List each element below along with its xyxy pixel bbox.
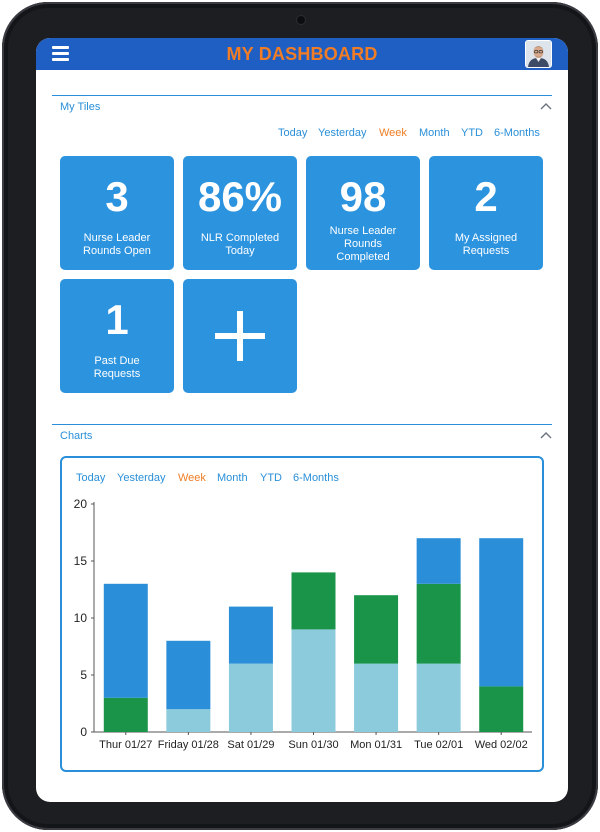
bar-segment-2 xyxy=(479,538,524,687)
chart-filter-week[interactable]: Week xyxy=(178,472,206,484)
bar-segment-0 xyxy=(228,663,273,732)
tile-assigned-requests[interactable]: 2 My Assigned Requests xyxy=(429,156,543,270)
plus-icon xyxy=(215,311,265,361)
tiles-date-filter: Today Yesterday Week Month YTD 6-Months xyxy=(36,127,568,143)
tiles-filter-today[interactable]: Today xyxy=(278,127,308,139)
camera-dot xyxy=(297,16,305,24)
charts-section-divider xyxy=(52,424,552,425)
user-avatar[interactable] xyxy=(526,41,551,67)
bar-segment-0 xyxy=(166,709,211,732)
bar-segment-0 xyxy=(291,629,336,732)
tile-label: Nurse Leader Rounds Completed xyxy=(329,225,397,263)
tile-value: 3 xyxy=(105,173,129,220)
tiles-filter-week[interactable]: Week xyxy=(379,127,407,139)
x-tick-label: Sat 01/29 xyxy=(227,739,274,751)
bar-segment-1 xyxy=(416,583,461,664)
x-tick-label: Sun 01/30 xyxy=(288,739,338,751)
tile-value: 1 xyxy=(105,296,129,343)
add-tile-button[interactable] xyxy=(183,279,297,393)
chart-filter-month[interactable]: Month xyxy=(217,472,248,484)
tiles-filter-yesterday[interactable]: Yesterday xyxy=(318,127,367,139)
bar-segment-2 xyxy=(416,538,461,584)
tile-value: 86% xyxy=(197,173,283,220)
tile-label: Past Due Requests xyxy=(93,355,141,380)
bar-segment-1 xyxy=(354,595,399,664)
tiles-filter-6-months[interactable]: 6-Months xyxy=(494,127,540,139)
bar-segment-1 xyxy=(479,686,524,732)
chevron-up-icon[interactable] xyxy=(540,102,552,110)
chart-filter-6-months[interactable]: 6-Months xyxy=(293,472,339,484)
page-title: MY DASHBOARD xyxy=(226,44,378,64)
x-tick-label: Wed 02/02 xyxy=(475,739,528,751)
tile-value: 2 xyxy=(474,173,498,220)
tile-label: Nurse Leader Rounds Open xyxy=(83,232,151,257)
chart-filter-today[interactable]: Today xyxy=(76,472,106,484)
y-tick-label: 10 xyxy=(74,611,88,625)
x-tick-label: Tue 02/01 xyxy=(414,739,463,751)
bar-segment-2 xyxy=(228,606,273,664)
x-tick-label: Mon 01/31 xyxy=(350,739,402,751)
app-header: MY DASHBOARD xyxy=(36,38,568,70)
chart-panel: Today Yesterday Week Month YTD 6-Months … xyxy=(60,456,544,772)
stacked-bar-chart: 0 5 10 15 20 Thur 01/27 Friday 01/28 Sat 01/29 S… xyxy=(74,497,532,751)
chart-filter-yesterday[interactable]: Yesterday xyxy=(117,472,166,484)
bar-segment-1 xyxy=(291,572,336,630)
tiles-section-title: My Tiles xyxy=(60,101,101,113)
tiles-filter-ytd[interactable]: YTD xyxy=(461,127,483,139)
tile-label: My Assigned Requests xyxy=(454,232,518,257)
tile-past-due-requests[interactable]: 1 Past Due Requests xyxy=(60,279,174,393)
y-tick-label: 0 xyxy=(80,725,87,739)
tile-rounds-completed[interactable]: 98 Nurse Leader Rounds Completed xyxy=(306,156,420,270)
tile-value: 98 xyxy=(339,173,387,220)
tiles-filter-month[interactable]: Month xyxy=(419,127,450,139)
chart-date-filter: Today Yesterday Week Month YTD 6-Months xyxy=(62,472,542,488)
y-tick-label: 20 xyxy=(74,497,88,511)
bar-segment-1 xyxy=(103,697,148,732)
chart-filter-ytd[interactable]: YTD xyxy=(260,472,282,484)
tile-nlr-completed-today[interactable]: 86% NLR Completed Today xyxy=(183,156,297,270)
x-tick-label: Friday 01/28 xyxy=(158,739,219,751)
bar-segment-2 xyxy=(103,583,148,698)
bar-segment-0 xyxy=(354,663,399,732)
chevron-up-icon[interactable] xyxy=(540,431,552,439)
tile-label: NLR Completed Today xyxy=(200,232,280,257)
x-tick-label: Thur 01/27 xyxy=(99,739,152,751)
bar-segment-2 xyxy=(166,640,211,710)
charts-section-title: Charts xyxy=(60,430,93,442)
tile-rounds-open[interactable]: 3 Nurse Leader Rounds Open xyxy=(60,156,174,270)
y-tick-label: 5 xyxy=(80,668,87,682)
bar-segment-0 xyxy=(416,663,461,732)
y-tick-label: 15 xyxy=(74,554,88,568)
hamburger-menu-icon[interactable] xyxy=(52,46,69,61)
tiles-section-divider xyxy=(52,95,552,96)
app-screen: MY DASHBOARD My Tiles Today xyxy=(36,38,568,802)
